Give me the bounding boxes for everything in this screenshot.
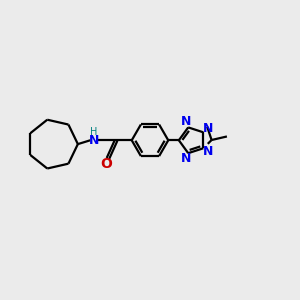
Text: N: N	[203, 145, 213, 158]
Text: H: H	[90, 127, 98, 137]
Text: N: N	[181, 152, 192, 165]
Text: N: N	[181, 115, 192, 128]
Text: O: O	[100, 157, 112, 171]
Text: N: N	[89, 134, 99, 147]
Text: N: N	[203, 122, 213, 135]
